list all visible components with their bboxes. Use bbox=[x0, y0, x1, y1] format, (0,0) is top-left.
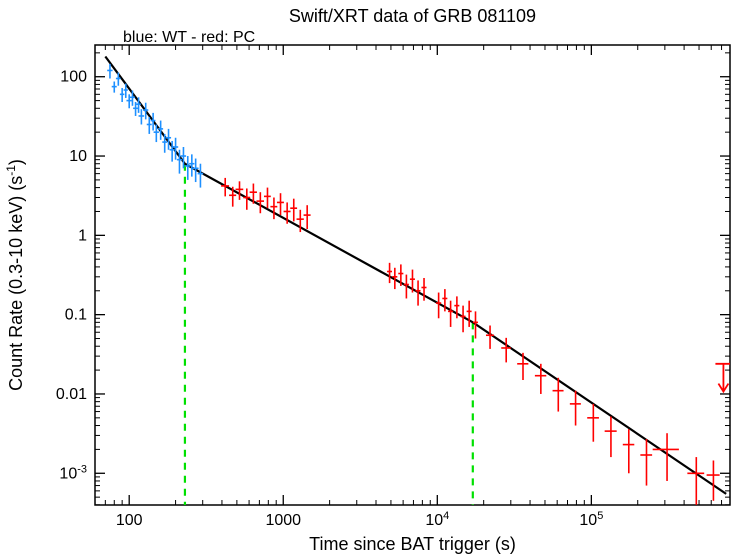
y-tick-label: 1 bbox=[78, 227, 87, 244]
y-tick-label: 0.1 bbox=[65, 307, 87, 324]
x-tick-label: 100 bbox=[116, 512, 143, 529]
y-tick-label: 0.01 bbox=[56, 386, 87, 403]
chart-container: Swift/XRT data of GRB 081109 blue: WT - r… bbox=[0, 0, 748, 558]
y-tick-label: 10 bbox=[69, 148, 87, 165]
y-tick-label: 100 bbox=[60, 69, 87, 86]
x-axis-label: Time since BAT trigger (s) bbox=[309, 534, 516, 554]
chart-title: Swift/XRT data of GRB 081109 bbox=[289, 6, 536, 26]
x-tick-label: 1000 bbox=[265, 512, 301, 529]
lightcurve-chart: Swift/XRT data of GRB 081109 blue: WT - r… bbox=[0, 0, 748, 558]
chart-subtitle: blue: WT - red: PC bbox=[123, 29, 255, 46]
y-axis-label: Count Rate (0.3-10 keV) (s-1) bbox=[4, 159, 26, 391]
